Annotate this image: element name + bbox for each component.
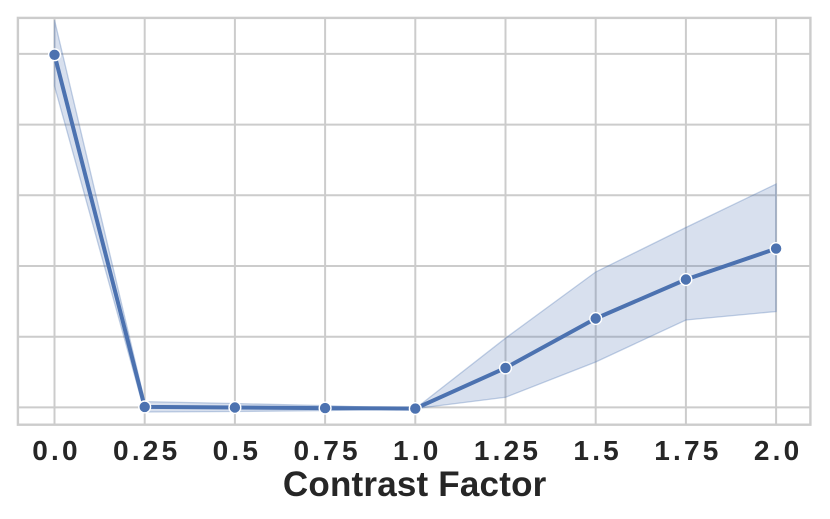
svg-text:0.5: 0.5 (213, 435, 262, 466)
svg-text:1.5: 1.5 (573, 435, 622, 466)
svg-text:Contrast Factor: Contrast Factor (283, 465, 547, 504)
svg-text:0.25: 0.25 (113, 435, 180, 466)
svg-text:2.0: 2.0 (754, 435, 803, 466)
svg-text:0.75: 0.75 (293, 435, 360, 466)
svg-text:1.25: 1.25 (474, 435, 541, 466)
svg-text:0.0: 0.0 (32, 435, 81, 466)
svg-text:1.0: 1.0 (393, 435, 442, 466)
svg-text:1.75: 1.75 (654, 435, 721, 466)
